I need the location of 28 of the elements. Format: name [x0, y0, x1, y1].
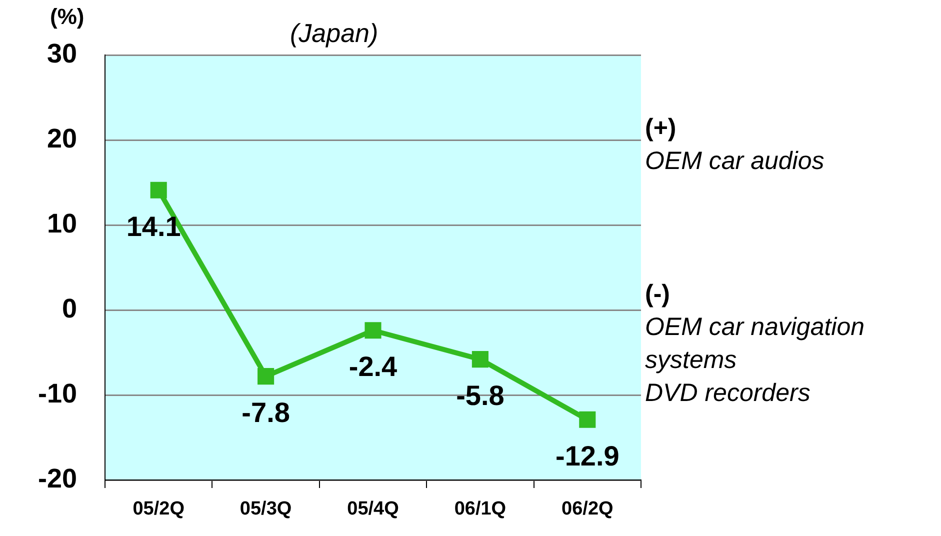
- x-tick-label: 06/1Q: [454, 498, 506, 520]
- point: [150, 182, 167, 198]
- point: [472, 351, 488, 368]
- data-label: 14.1: [126, 210, 181, 242]
- x-tick-label: 06/2Q: [562, 498, 614, 520]
- chart-title: (Japan): [290, 18, 378, 49]
- x-tick-label: 05/4Q: [347, 498, 399, 520]
- x-tick-label: 05/2Q: [132, 498, 184, 520]
- text: OEM car audios: [645, 146, 826, 177]
- point: [364, 322, 382, 339]
- point: [258, 368, 274, 385]
- text: DVD recorders: [645, 378, 812, 409]
- text: (-): [645, 279, 671, 310]
- y-tick-label: 30: [46, 38, 77, 68]
- data-label: -12.9: [555, 440, 620, 472]
- text: OEM car navigation systems: [645, 312, 866, 376]
- y-tick-label: -20: [38, 463, 77, 494]
- text: (+): [645, 113, 678, 144]
- y-tick-label: 0: [62, 293, 77, 324]
- x-tick-label: 05/3Q: [240, 498, 292, 520]
- data-label: -5.8: [456, 380, 504, 412]
- y-tick-label: 10: [46, 208, 77, 238]
- y-tick-label: -10: [38, 378, 77, 408]
- point: [579, 411, 596, 428]
- data-label: -7.8: [242, 397, 290, 428]
- y-tick-label: 20: [46, 123, 77, 154]
- data-label: -2.4: [348, 351, 398, 382]
- y-axis-title: (%): [50, 4, 84, 30]
